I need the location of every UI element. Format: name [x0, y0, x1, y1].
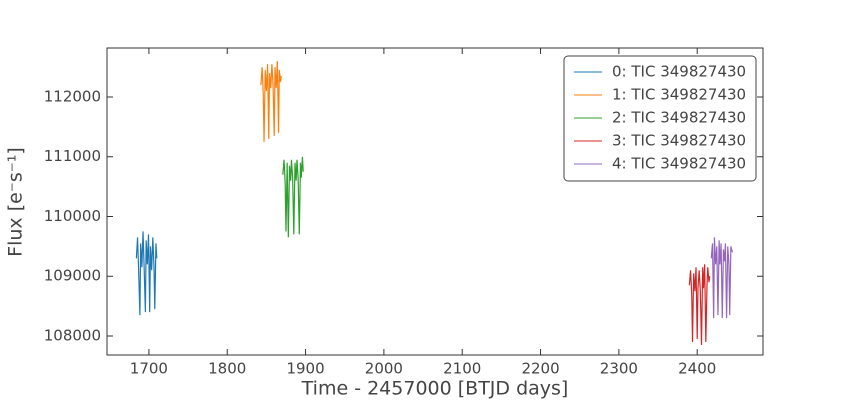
x-tick-label: 1800	[208, 360, 246, 378]
series-line	[282, 156, 304, 238]
y-tick-label: 108000	[44, 326, 101, 344]
series-line	[710, 237, 734, 319]
x-tick-label: 2300	[600, 360, 638, 378]
x-tick-label: 2000	[365, 360, 403, 378]
plot-frame	[106, 47, 764, 356]
legend-label: 0: TIC 349827430	[612, 63, 746, 81]
x-tick-label: 1700	[130, 360, 168, 378]
legend-label: 4: TIC 349827430	[612, 155, 746, 173]
x-tick-label: 2400	[678, 360, 716, 378]
legend-label: 3: TIC 349827430	[612, 132, 746, 150]
series-line	[260, 61, 282, 142]
x-tick-label: 1900	[286, 360, 324, 378]
legend: 0: TIC 349827430 1: TIC 349827430 2: TIC 3…	[563, 55, 757, 182]
x-axis-label: Time - 2457000 [BTJD days]	[301, 378, 569, 400]
legend-frame	[563, 55, 757, 182]
y-axis-label: Flux [e⁻s⁻¹]	[5, 147, 27, 257]
x-tick-label: 2200	[521, 360, 559, 378]
series-line	[135, 231, 158, 316]
x-tick-label: 2100	[443, 360, 481, 378]
y-tick-label: 111000	[44, 147, 101, 165]
y-tick-label: 109000	[44, 267, 101, 285]
series-line	[688, 264, 711, 345]
legend-label: 2: TIC 349827430	[612, 109, 746, 127]
legend-label: 1: TIC 349827430	[612, 86, 746, 104]
y-tick-label: 110000	[44, 207, 101, 225]
y-tick-label: 112000	[44, 87, 101, 105]
